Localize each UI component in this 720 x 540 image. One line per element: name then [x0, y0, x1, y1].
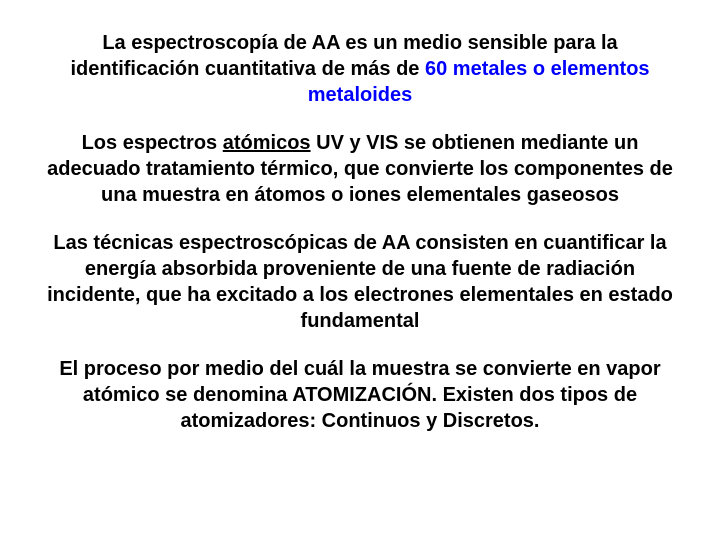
p4-text: El proceso por medio del cuál la muestra…	[59, 358, 660, 432]
paragraph-3: Las técnicas espectroscópicas de AA cons…	[40, 230, 680, 334]
paragraph-4: El proceso por medio del cuál la muestra…	[40, 356, 680, 434]
p3-text: Las técnicas espectroscópicas de AA cons…	[47, 232, 673, 332]
p2-text-1: Los espectros	[82, 132, 223, 154]
paragraph-2: Los espectros atómicos UV y VIS se obtie…	[40, 130, 680, 208]
paragraph-1: La espectroscopía de AA es un medio sens…	[40, 30, 680, 108]
p2-underline: atómicos	[223, 132, 311, 154]
